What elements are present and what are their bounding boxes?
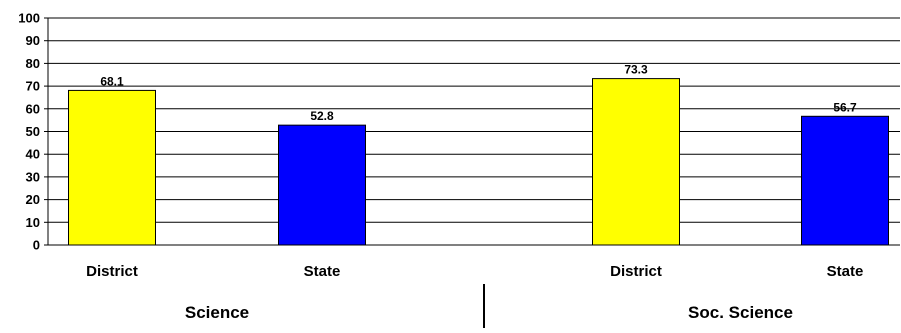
group-label: Soc. Science [688, 303, 793, 322]
bar-science-state [278, 124, 366, 246]
y-tick-label: 60 [26, 101, 40, 116]
axes [44, 17, 485, 328]
y-tick-label: 30 [26, 169, 40, 184]
bar-science-district [68, 89, 156, 246]
y-tick-label: 80 [26, 56, 40, 71]
labels: 0 10 20 30 40 50 60 70 80 90 100 68.1 District 52.8 St… [18, 11, 863, 323]
gridlines [48, 17, 900, 246]
category-label: State [304, 263, 341, 280]
y-tick-label: 10 [26, 215, 40, 230]
category-label: State [827, 263, 864, 280]
group-label: Science [185, 303, 249, 322]
y-tick-label: 90 [26, 33, 40, 48]
data-label: 68.1 [100, 74, 124, 88]
bars [68, 78, 889, 246]
y-tick-label: 100 [18, 11, 40, 26]
bar-soc-science-district [592, 78, 680, 246]
y-tick-label: 70 [26, 79, 40, 94]
data-label: 73.3 [624, 63, 648, 77]
bar-soc-science-state [801, 115, 889, 246]
data-label: 56.7 [833, 100, 857, 114]
data-label: 52.8 [310, 109, 334, 123]
category-label: District [610, 263, 662, 280]
y-tick-label: 40 [26, 147, 40, 162]
y-tick-label: 0 [33, 238, 40, 253]
y-tick-label: 20 [26, 192, 40, 207]
y-tick-label: 50 [26, 124, 40, 139]
category-label: District [86, 263, 138, 280]
